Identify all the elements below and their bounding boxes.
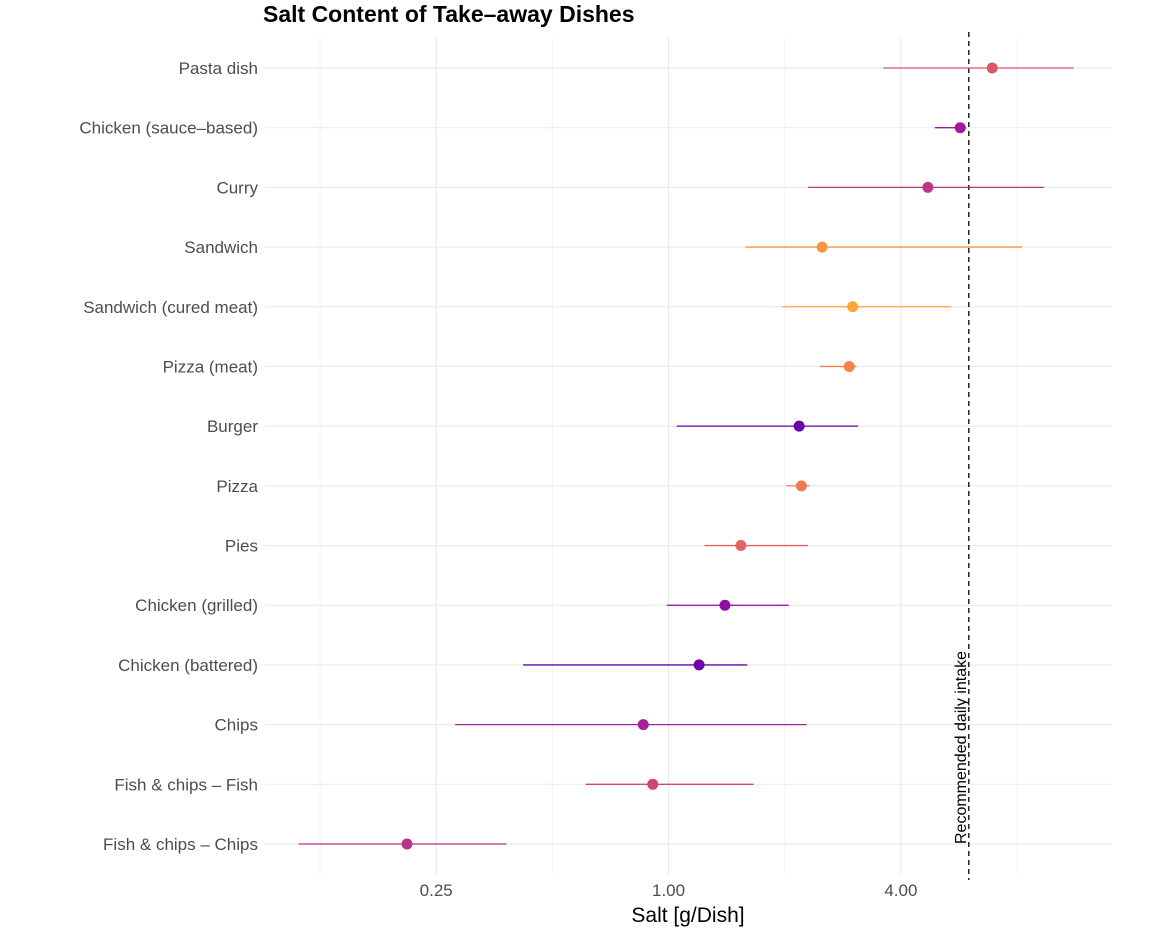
y-tick-label: Sandwich (cured meat)	[83, 298, 258, 317]
data-point	[922, 181, 934, 193]
y-tick-labels: Pasta dish Chicken (sauce–based) Curry Sand…	[79, 59, 258, 854]
x-tick-label: 1.00	[652, 881, 685, 900]
data-point	[843, 360, 855, 372]
y-tick-label: Chips	[215, 716, 258, 735]
y-tick-label: Pizza (meat)	[163, 357, 258, 376]
data-point	[847, 301, 859, 313]
x-axis-label: Salt [g/Dish]	[631, 904, 744, 927]
y-tick-label: Fish & chips – Fish	[114, 775, 258, 794]
x-tick-label: 4.00	[884, 881, 917, 900]
data-point	[735, 540, 747, 552]
data-point	[637, 719, 649, 731]
data-point	[793, 420, 805, 432]
data-point	[693, 659, 705, 671]
data-point	[954, 122, 966, 134]
reference-line-label: Recommended daily intake	[953, 651, 970, 844]
y-tick-label: Pasta dish	[179, 59, 258, 78]
y-tick-label: Chicken (grilled)	[135, 596, 258, 615]
reference-line-group: Recommended daily intake	[953, 32, 970, 880]
x-tick-labels: 0.25 1.00 4.00	[420, 881, 918, 900]
x-tick-label: 0.25	[420, 881, 453, 900]
grid	[265, 38, 1112, 874]
y-tick-label: Chicken (battered)	[118, 656, 258, 675]
y-tick-label: Chicken (sauce–based)	[79, 119, 258, 138]
marks	[298, 62, 1074, 850]
y-tick-label: Curry	[216, 178, 258, 197]
y-tick-label: Pizza	[216, 477, 258, 496]
data-point	[401, 838, 413, 850]
chart-title: Salt Content of Take–away Dishes	[263, 1, 635, 27]
data-point	[816, 241, 828, 253]
y-tick-label: Pies	[225, 537, 258, 556]
data-point	[795, 480, 807, 492]
data-point	[719, 599, 731, 611]
data-point	[647, 778, 659, 790]
y-tick-label: Fish & chips – Chips	[103, 835, 258, 854]
y-tick-label: Sandwich	[184, 238, 258, 257]
y-tick-label: Burger	[207, 417, 258, 436]
data-point	[986, 62, 998, 74]
